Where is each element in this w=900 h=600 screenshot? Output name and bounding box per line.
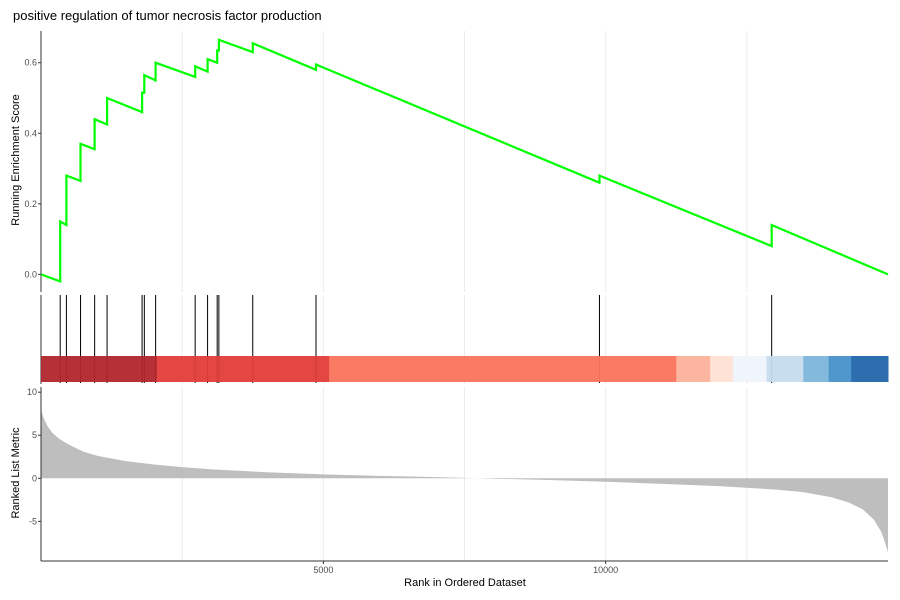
ranked-y-tick-label: 5 (32, 430, 37, 440)
es-y-tick-label: 0.0 (24, 269, 37, 279)
ranked-y-tick-label: 0 (32, 473, 37, 483)
enrichment-score-line (40, 38, 889, 283)
es-y-tick-label: 0.2 (24, 199, 37, 209)
es-panel: 0.0 0.2 0.4 0.6 (24, 31, 889, 292)
ranked-metric-area (41, 409, 888, 553)
color-bar-segment (156, 356, 330, 382)
es-y-axis-label: Running Enrichment Score (10, 94, 22, 225)
ranked-panel: 10 5 0 -5 (27, 387, 888, 562)
x-tick-label: 5000 (313, 565, 333, 575)
color-bar-segment (766, 356, 804, 382)
ranked-y-tick-label: 10 (27, 387, 37, 397)
color-bar-segment (676, 356, 711, 382)
color-bar-segment (732, 356, 768, 382)
chart-title: positive regulation of tumor necrosis fa… (13, 8, 322, 23)
es-y-tick-label: 0.6 (24, 58, 37, 68)
ranked-y-tick-label: -5 (29, 516, 37, 526)
x-axis: 5000 10000 (313, 561, 618, 575)
color-bar-segment (710, 356, 734, 382)
color-bar-segment (328, 356, 677, 382)
es-y-tick-label: 0.4 (24, 128, 37, 138)
color-bar-segment (851, 356, 889, 382)
x-axis-label: Rank in Ordered Dataset (404, 577, 526, 589)
color-bar-segment (41, 356, 158, 382)
hits-panel (40, 295, 889, 384)
ranked-y-axis-label: Ranked List Metric (10, 427, 22, 519)
color-bar-segment (828, 356, 852, 382)
color-bar-segment (803, 356, 830, 382)
x-tick-label: 10000 (593, 565, 618, 575)
